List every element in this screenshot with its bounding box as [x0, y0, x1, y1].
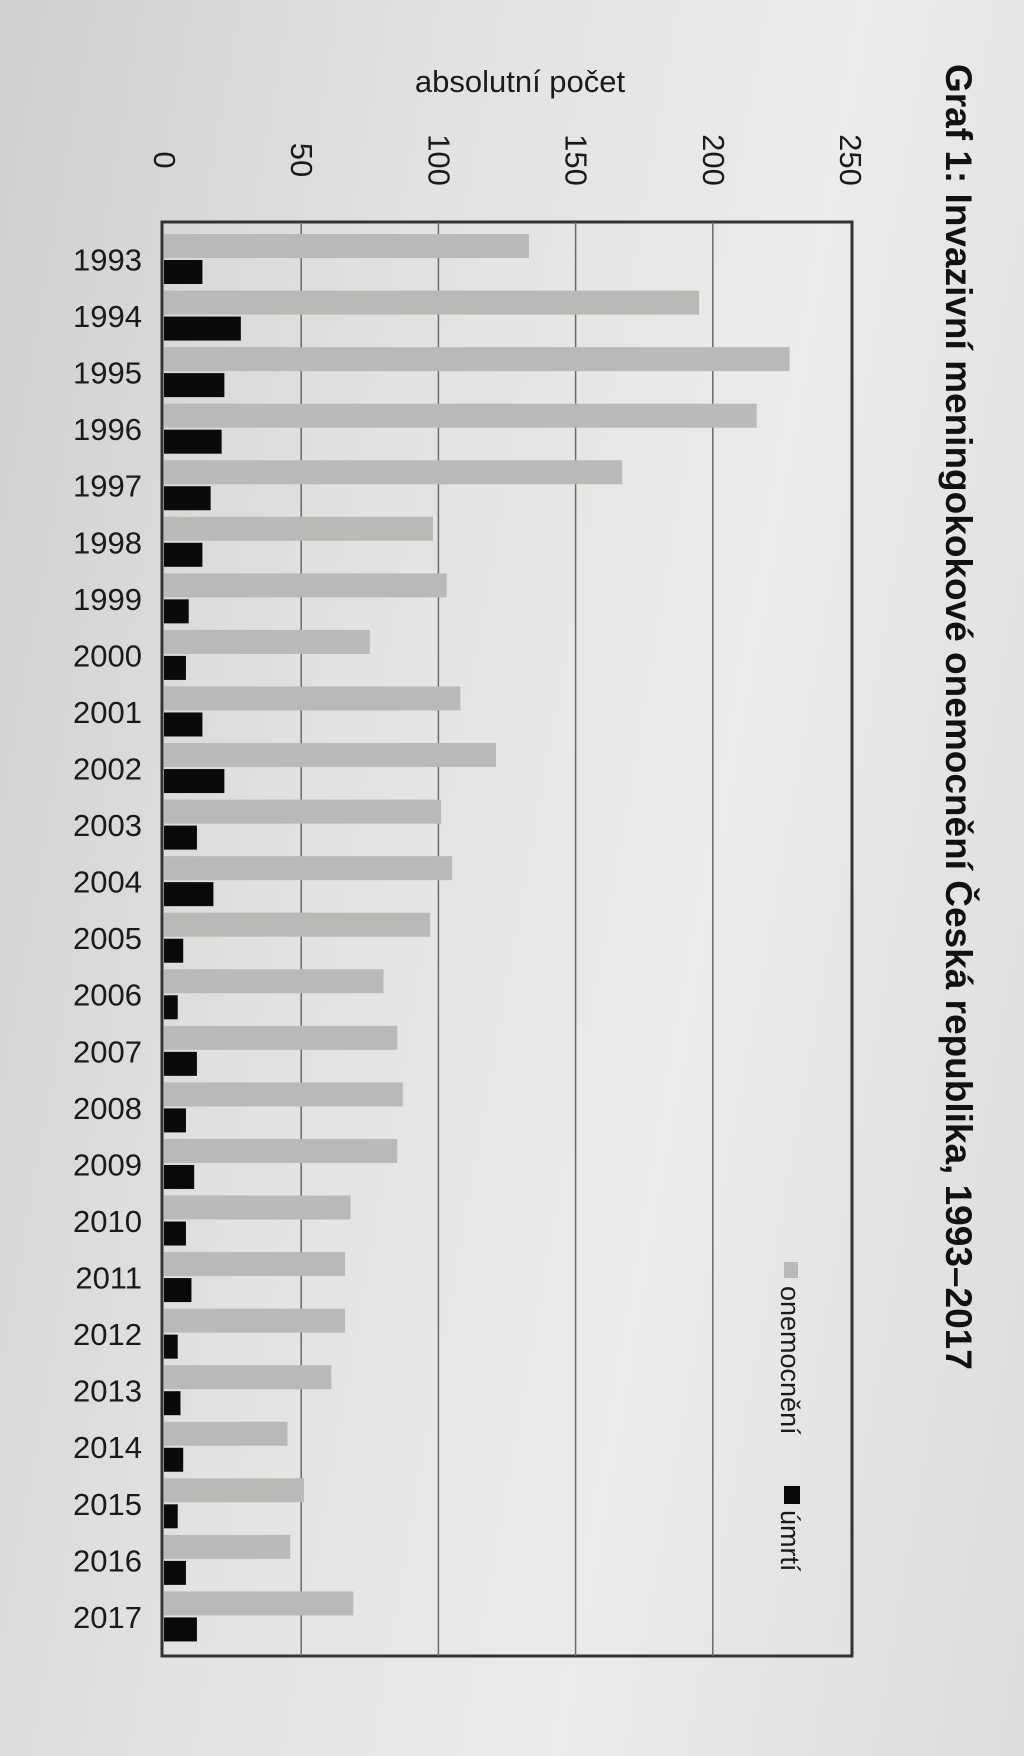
bar-onemocneni: [164, 1252, 346, 1277]
plot-frame: [160, 220, 854, 1658]
year-label: 2007: [73, 1034, 142, 1069]
bar-umrti: [164, 1221, 186, 1246]
year-label: 2012: [73, 1317, 142, 1352]
bar-onemocneni: [164, 573, 447, 598]
year-label: 2003: [73, 808, 142, 843]
year-label: 2000: [73, 638, 142, 673]
year-label: 1999: [73, 582, 142, 617]
bar-umrti: [164, 429, 222, 454]
bar-onemocneni: [164, 912, 431, 937]
value-axis-title: absolutní počet: [415, 64, 626, 99]
year-label: 1993: [73, 242, 142, 277]
bar-umrti: [164, 1051, 197, 1076]
year-label: 2014: [73, 1430, 142, 1465]
grid-lines: [300, 222, 714, 1656]
bar-onemocneni: [164, 347, 790, 372]
legend-swatch-umrti: [784, 1486, 800, 1504]
legend-label-umrti: úmrtí: [775, 1510, 805, 1572]
bar-onemocneni: [164, 1478, 304, 1503]
bar-umrti: [164, 1108, 186, 1133]
year-label: 2004: [73, 865, 142, 900]
year-label: 2016: [73, 1543, 142, 1578]
bar-onemocneni: [164, 1025, 398, 1050]
value-tick-label: 50: [284, 143, 319, 177]
bar-umrti: [164, 1560, 186, 1585]
year-labels: 1993 1994 1995 1996 1997 1998 1999 2000 2001 2002…: [73, 242, 142, 1634]
bar-umrti: [164, 1334, 178, 1359]
bar-onemocneni: [164, 1138, 398, 1163]
bar-onemocneni: [164, 743, 497, 768]
bar-umrti: [164, 373, 225, 398]
bar-onemocneni: [164, 686, 461, 711]
year-label: 1996: [73, 412, 142, 447]
year-label: 2005: [73, 921, 142, 956]
value-ticks: 0 50 100 150 200 250: [147, 134, 868, 186]
chart-title: Graf 1: Invazivní meningokokové onemocně…: [938, 64, 980, 1370]
value-tick-label: 200: [696, 134, 731, 186]
bar-umrti: [164, 1447, 184, 1472]
year-label: 2010: [73, 1204, 142, 1239]
year-label: 2013: [73, 1374, 142, 1409]
bar-umrti: [164, 316, 241, 341]
bar-onemocneni: [164, 1591, 354, 1616]
legend-label-onemocneni: onemocnění: [775, 1286, 805, 1435]
bar-onemocneni: [164, 1082, 403, 1107]
bar-umrti: [164, 655, 186, 680]
bar-umrti: [164, 825, 197, 850]
bar-onemocneni: [164, 516, 433, 541]
bar-umrti: [164, 542, 203, 567]
year-label: 2006: [73, 978, 142, 1013]
value-tick-label: 0: [147, 151, 182, 168]
bar-umrti: [164, 486, 211, 511]
bar-onemocneni: [164, 403, 757, 428]
year-label: 2017: [73, 1600, 142, 1635]
bar-onemocneni: [164, 1421, 288, 1446]
bar-umrti: [164, 599, 189, 624]
bar-onemocneni: [164, 856, 453, 881]
bar-onemocneni: [164, 234, 529, 258]
bar-umrti: [164, 769, 225, 794]
bar-umrti: [164, 995, 178, 1020]
bar-umrti: [164, 1164, 195, 1189]
bar-onemocneni: [164, 1195, 351, 1220]
year-label: 2009: [73, 1147, 142, 1182]
year-label: 1994: [73, 299, 142, 334]
bar-umrti: [164, 712, 203, 737]
year-label: 1998: [73, 525, 142, 560]
bar-onemocneni: [164, 1365, 332, 1390]
year-label: 2001: [73, 695, 142, 730]
bar-umrti: [164, 882, 214, 907]
bar-umrti: [164, 1504, 178, 1529]
year-label: 2011: [75, 1261, 142, 1296]
legend-swatch-onemocneni: [784, 1262, 798, 1278]
bar-onemocneni: [164, 1534, 291, 1559]
bar-onemocneni: [164, 969, 384, 994]
value-tick-label: 150: [559, 134, 594, 186]
bar-umrti: [164, 938, 184, 963]
year-label: 2008: [73, 1091, 142, 1126]
bar-onemocneni: [164, 799, 442, 824]
value-tick-label: 250: [833, 134, 868, 186]
bar-umrti: [164, 1278, 192, 1303]
value-tick-label: 100: [421, 134, 456, 186]
bar-onemocneni: [164, 290, 700, 315]
bar-onemocneni: [164, 460, 623, 485]
bar-umrti: [164, 1617, 197, 1642]
bars: [164, 234, 790, 1642]
year-label: 1997: [73, 469, 142, 504]
year-label: 1995: [73, 356, 142, 391]
bar-umrti: [164, 1391, 181, 1416]
year-label: 2002: [73, 752, 142, 787]
bar-onemocneni: [164, 1308, 346, 1333]
bar-umrti: [164, 260, 203, 284]
bar-onemocneni: [164, 629, 370, 654]
legend: onemocnění úmrtí: [775, 1262, 805, 1572]
year-label: 2015: [73, 1487, 142, 1522]
